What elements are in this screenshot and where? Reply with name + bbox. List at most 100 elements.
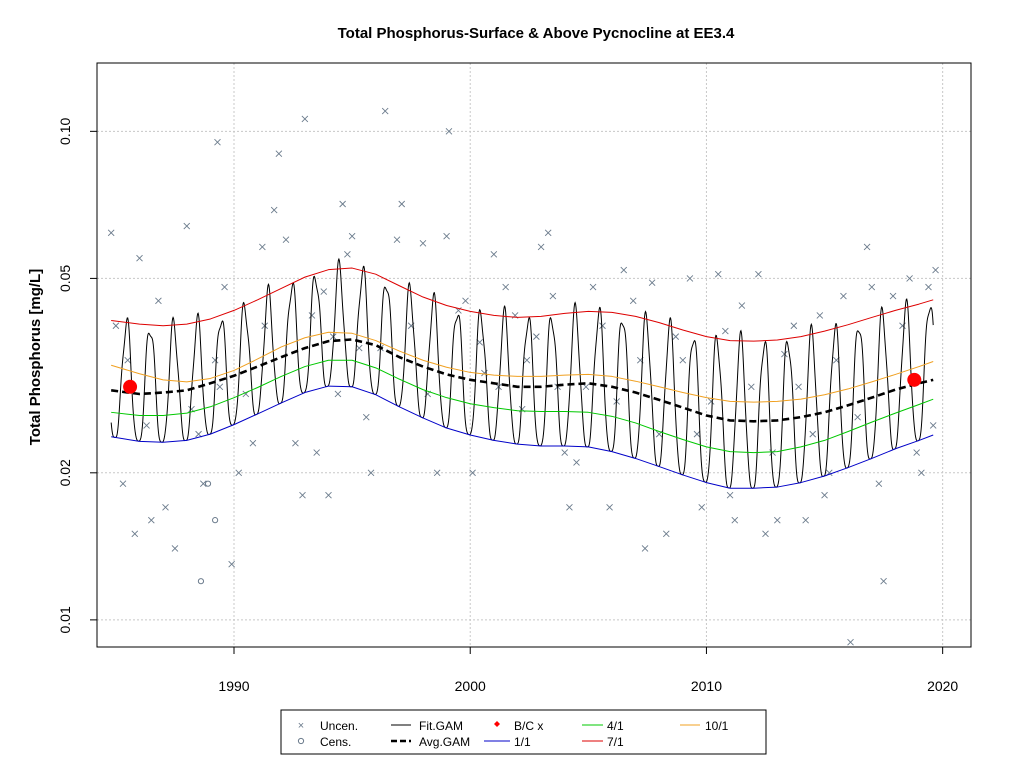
uncensored-point-stroke <box>455 307 462 314</box>
uncensored-point-stroke <box>308 312 316 319</box>
uncensored-point <box>183 222 191 230</box>
uncensored-point <box>549 292 557 300</box>
uncensored-point-stroke <box>270 206 278 214</box>
uncensored-point <box>301 115 309 123</box>
fit-gam-path <box>110 257 934 489</box>
uncensored-point-stroke <box>107 229 115 237</box>
x-tick-label: 1990 <box>218 678 249 694</box>
fit-gam-line <box>110 257 934 489</box>
uncensored-point <box>107 229 115 237</box>
uncensored-point-stroke <box>662 530 670 538</box>
uncensored-point <box>162 503 169 511</box>
uncensored-point <box>641 545 649 552</box>
uncensored-point <box>714 270 722 278</box>
uncensored-point-stroke <box>119 480 127 488</box>
uncensored-point-stroke <box>367 469 375 477</box>
uncensored-point-stroke <box>124 356 132 364</box>
uncensored-point <box>781 350 788 358</box>
uncensored-point-stroke <box>211 356 219 364</box>
uncensored-point-stroke <box>769 449 776 456</box>
uncensored-point-stroke <box>722 327 729 335</box>
uncensored-point-stroke <box>932 266 939 274</box>
uncensored-point-stroke <box>476 338 483 346</box>
uncensored-point <box>929 422 937 429</box>
legend-avg-label: Avg.GAM <box>419 735 470 749</box>
uncensored-point <box>913 449 920 456</box>
uncensored-point-stroke <box>821 491 828 499</box>
uncensored-point <box>863 243 871 251</box>
uncensored-point-stroke <box>802 516 809 524</box>
uncensored-point <box>348 232 356 240</box>
baseline-current-markers <box>123 372 922 394</box>
uncensored-point-stroke <box>863 243 871 251</box>
uncensored-point-stroke <box>738 302 746 309</box>
baseline-current-point <box>907 372 922 387</box>
legend-apr-label: 4/1 <box>607 719 624 733</box>
uncensored-point-stroke <box>748 383 755 391</box>
uncensored-point <box>214 138 221 146</box>
uncensored-point-stroke <box>868 283 876 291</box>
uncensored-point <box>762 530 769 538</box>
uncensored-point <box>211 356 219 364</box>
uncensored-point-stroke <box>162 503 169 511</box>
x-tick-label: 2000 <box>455 678 486 694</box>
uncensored-point <box>906 275 913 282</box>
uncensored-point <box>334 390 342 398</box>
uncensored-point-stroke <box>537 243 545 251</box>
uncensored-point-stroke <box>502 283 509 291</box>
y-tick-label: 0.10 <box>57 117 73 144</box>
uncensored-point <box>795 383 802 391</box>
uncensored-point-stroke <box>693 430 701 438</box>
uncensored-point <box>270 206 278 214</box>
uncensored-point-stroke <box>143 422 150 429</box>
avg-gam-line <box>111 338 934 423</box>
uncensored-point <box>755 270 762 278</box>
uncensored-point <box>880 577 887 585</box>
uncensored-point <box>362 413 370 421</box>
uncensored-point <box>932 266 939 274</box>
uncensored-point-stroke <box>235 469 243 477</box>
uncensored-point <box>367 469 375 477</box>
uncensored-point-stroke <box>433 469 441 477</box>
uncensored-point <box>731 516 739 524</box>
uncensored-point <box>221 283 228 291</box>
uncensored-point <box>339 200 346 208</box>
uncensored-point <box>523 356 531 364</box>
uncensored-point-stroke <box>809 430 817 438</box>
data-points <box>107 107 939 646</box>
uncensored-point <box>662 530 670 538</box>
uncensored-point <box>124 356 132 364</box>
uncensored-point <box>320 288 328 295</box>
uncensored-point-stroke <box>698 503 706 511</box>
uncensored-point-stroke <box>275 150 283 158</box>
uncensored-point-stroke <box>566 503 573 511</box>
uncensored-point-stroke <box>112 322 120 330</box>
uncensored-point-stroke <box>847 638 854 646</box>
legend-oct-label: 10/1 <box>705 719 729 733</box>
uncensored-point <box>738 302 746 309</box>
uncensored-point <box>119 480 127 488</box>
uncensored-point <box>868 283 876 291</box>
uncensored-point <box>344 251 351 258</box>
uncensored-point <box>419 239 427 247</box>
uncensored-point-stroke <box>889 292 897 300</box>
uncensored-point-stroke <box>672 333 680 340</box>
uncensored-point-stroke <box>790 322 798 330</box>
uncensored-point-stroke <box>795 383 802 391</box>
censored-point <box>212 517 219 524</box>
uncensored-point-stroke <box>854 413 861 421</box>
uncensored-point <box>235 469 243 477</box>
uncensored-point-stroke <box>648 279 656 287</box>
uncensored-point-stroke <box>781 350 788 358</box>
uncensored-point-stroke <box>443 232 450 240</box>
uncensored-point <box>693 430 701 438</box>
uncensored-point-stroke <box>301 115 309 123</box>
baseline-current-point <box>123 379 138 394</box>
legend: × Uncen. Cens. Fit.GAM Avg.GAM B/C x 1/1… <box>280 709 767 755</box>
legend-cens-label: Cens. <box>320 735 351 749</box>
uncensored-point-stroke <box>762 530 769 538</box>
uncensored-point-stroke <box>714 270 722 278</box>
uncensored-point <box>433 469 441 477</box>
uncensored-point-stroke <box>533 333 540 340</box>
legend-bc-label: B/C x <box>514 719 543 733</box>
